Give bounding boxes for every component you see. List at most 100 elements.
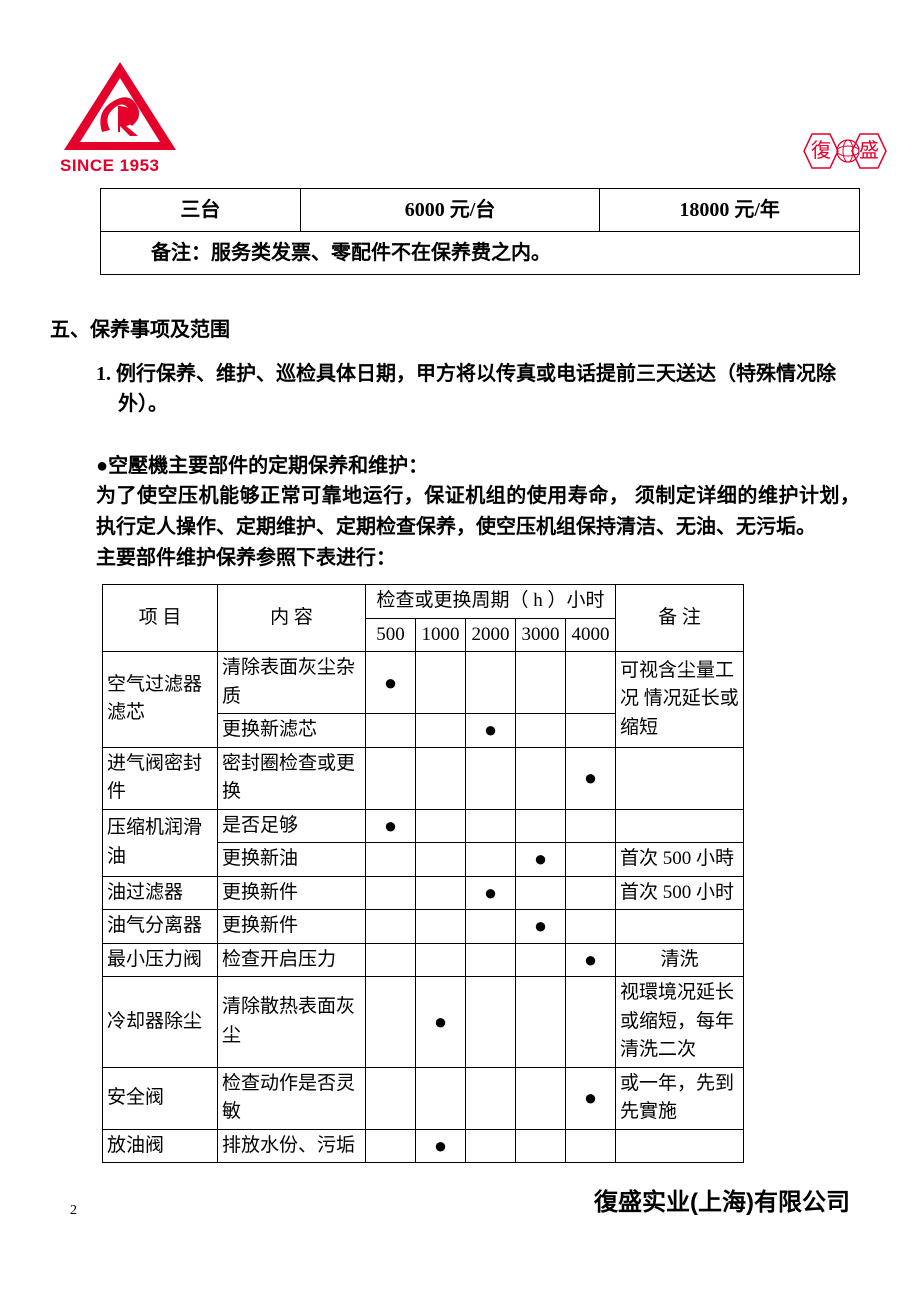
hdr-content: 内 容 [218,585,366,652]
cell-mark: ● [566,747,616,809]
cell-note [616,1129,744,1163]
cell-mark [566,1129,616,1163]
bullet-title: ●空壓機主要部件的定期保养和维护： [96,451,860,481]
hdr-2000: 2000 [466,618,516,652]
table-row: 空气过滤器滤芯 清除表面灰尘杂质●可视含尘量工况 情况延长或缩短 [103,652,744,714]
section-5-title: 五、保养事项及范围 [50,315,860,345]
cell-mark [416,714,466,748]
cell-note: 首次 500 小時 [616,843,744,877]
table-row: 安全阀 检查动作是否灵敏 ● 或一年，先到先實施 [103,1067,744,1129]
cell-content: 更换新件 [218,876,366,910]
table-header-row-1: 项 目 内 容 检查或更换周期（ h ）小时 备 注 [103,585,744,619]
cell-mark: ● [566,1067,616,1129]
cell-mark [416,876,466,910]
hdr-500: 500 [366,618,416,652]
cell-mark [566,809,616,843]
page-header: SINCE 1953 復 盛 [60,60,860,180]
cell-mark [566,910,616,944]
cell-item: 压缩机润滑油 [103,809,218,876]
company-fs: 復盛 [594,1190,642,1216]
table-row: 进气阀密封件 密封圈检查或更换 ● [103,747,744,809]
cell-mark [516,714,566,748]
cell-mark [366,977,416,1068]
cell-mark: ● [516,843,566,877]
table-row: 压缩机润滑油 是否足够● [103,809,744,843]
cell-content: 清除表面灰尘杂质 [218,652,366,714]
cell-mark [416,910,466,944]
cell-mark [566,876,616,910]
cell-note [616,910,744,944]
cell-item: 最小压力阀 [103,943,218,977]
cell-item: 放油阀 [103,1129,218,1163]
cell-mark [466,843,516,877]
cell-mark: ● [366,652,416,714]
cell-mark [466,652,516,714]
table-row: 油气分离器 更换新件● [103,910,744,944]
cell-note: 首次 500 小时 [616,876,744,910]
price-year: 18000 元/年 [600,189,860,232]
cell-mark: ● [416,1129,466,1163]
hdr-1000: 1000 [416,618,466,652]
cell-mark [566,652,616,714]
cell-mark [366,843,416,877]
para-1: 为了使空压机能够正常可靠地运行，保证机组的使用寿命， 须制定详细的维护计划，执行… [96,481,860,543]
price-note-row: 备注：服务类发票、零配件不在保养费之内。 [101,232,860,275]
cell-mark [466,809,516,843]
cell-content: 更换新油 [218,843,366,877]
cell-content: 检查动作是否灵敏 [218,1067,366,1129]
hdr-note: 备 注 [616,585,744,652]
maintenance-table: 项 目 内 容 检查或更换周期（ h ）小时 备 注 500 1000 2000… [102,584,744,1163]
cell-content: 更换新件 [218,910,366,944]
hdr-4000: 4000 [566,618,616,652]
cell-mark [516,977,566,1068]
cell-content: 密封圈检查或更换 [218,747,366,809]
cell-mark: ● [366,809,416,843]
cell-item: 安全阀 [103,1067,218,1129]
cell-content: 清除散热表面灰尘 [218,977,366,1068]
cell-note [616,747,744,809]
cell-mark [366,714,416,748]
cell-mark [516,1067,566,1129]
cell-mark [416,943,466,977]
cell-mark [466,943,516,977]
cell-item: 冷却器除尘 [103,977,218,1068]
cell-mark [366,1067,416,1129]
logo-left: SINCE 1953 [60,60,180,179]
cell-mark: ● [516,910,566,944]
cell-content: 排放水份、污垢 [218,1129,366,1163]
cell-content: 更换新滤芯 [218,714,366,748]
price-each: 6000 元/台 [300,189,600,232]
cell-mark [566,714,616,748]
cell-item: 油过滤器 [103,876,218,910]
cell-item: 进气阀密封件 [103,747,218,809]
cell-mark [416,809,466,843]
section-5-item-1: 1. 例行保养、维护、巡检具体日期，甲方将以传真或电话提前三天送达（特殊情况除外… [96,359,860,419]
cell-mark [416,652,466,714]
cell-mark: ● [466,876,516,910]
para-2: 主要部件维护保养参照下表进行： [96,543,860,574]
cell-mark [466,1129,516,1163]
table-row: 冷却器除尘 清除散热表面灰尘 ● 视環境况延长或缩短，每年清洗二次 [103,977,744,1068]
cell-mark [566,843,616,877]
cell-mark [366,943,416,977]
hdr-period: 检查或更换周期（ h ）小时 [366,585,616,619]
cell-note: 可视含尘量工况 情况延长或缩短 [616,652,744,748]
price-row: 三台 6000 元/台 18000 元/年 [101,189,860,232]
cell-content: 是否足够 [218,809,366,843]
cell-mark [366,1129,416,1163]
cell-mark [516,652,566,714]
cell-mark [516,747,566,809]
cell-note: 清洗 [616,943,744,977]
cell-note: 或一年，先到先實施 [616,1067,744,1129]
cell-note [616,809,744,843]
table-row: 油过滤器 更换新件 ● 首次 500 小时 [103,876,744,910]
cell-mark: ● [416,977,466,1068]
page-footer: 2 復盛实业(上海)有限公司 [60,1185,860,1221]
table-row: 最小压力阀 检查开启压力● 清洗 [103,943,744,977]
cell-item: 空气过滤器滤芯 [103,652,218,748]
price-note: 备注：服务类发票、零配件不在保养费之内。 [101,232,860,275]
page-number: 2 [70,1200,77,1221]
triangle-logo-icon [60,60,180,155]
stamp-icon: 復 盛 [800,130,890,182]
cell-note: 视環境况延长或缩短，每年清洗二次 [616,977,744,1068]
